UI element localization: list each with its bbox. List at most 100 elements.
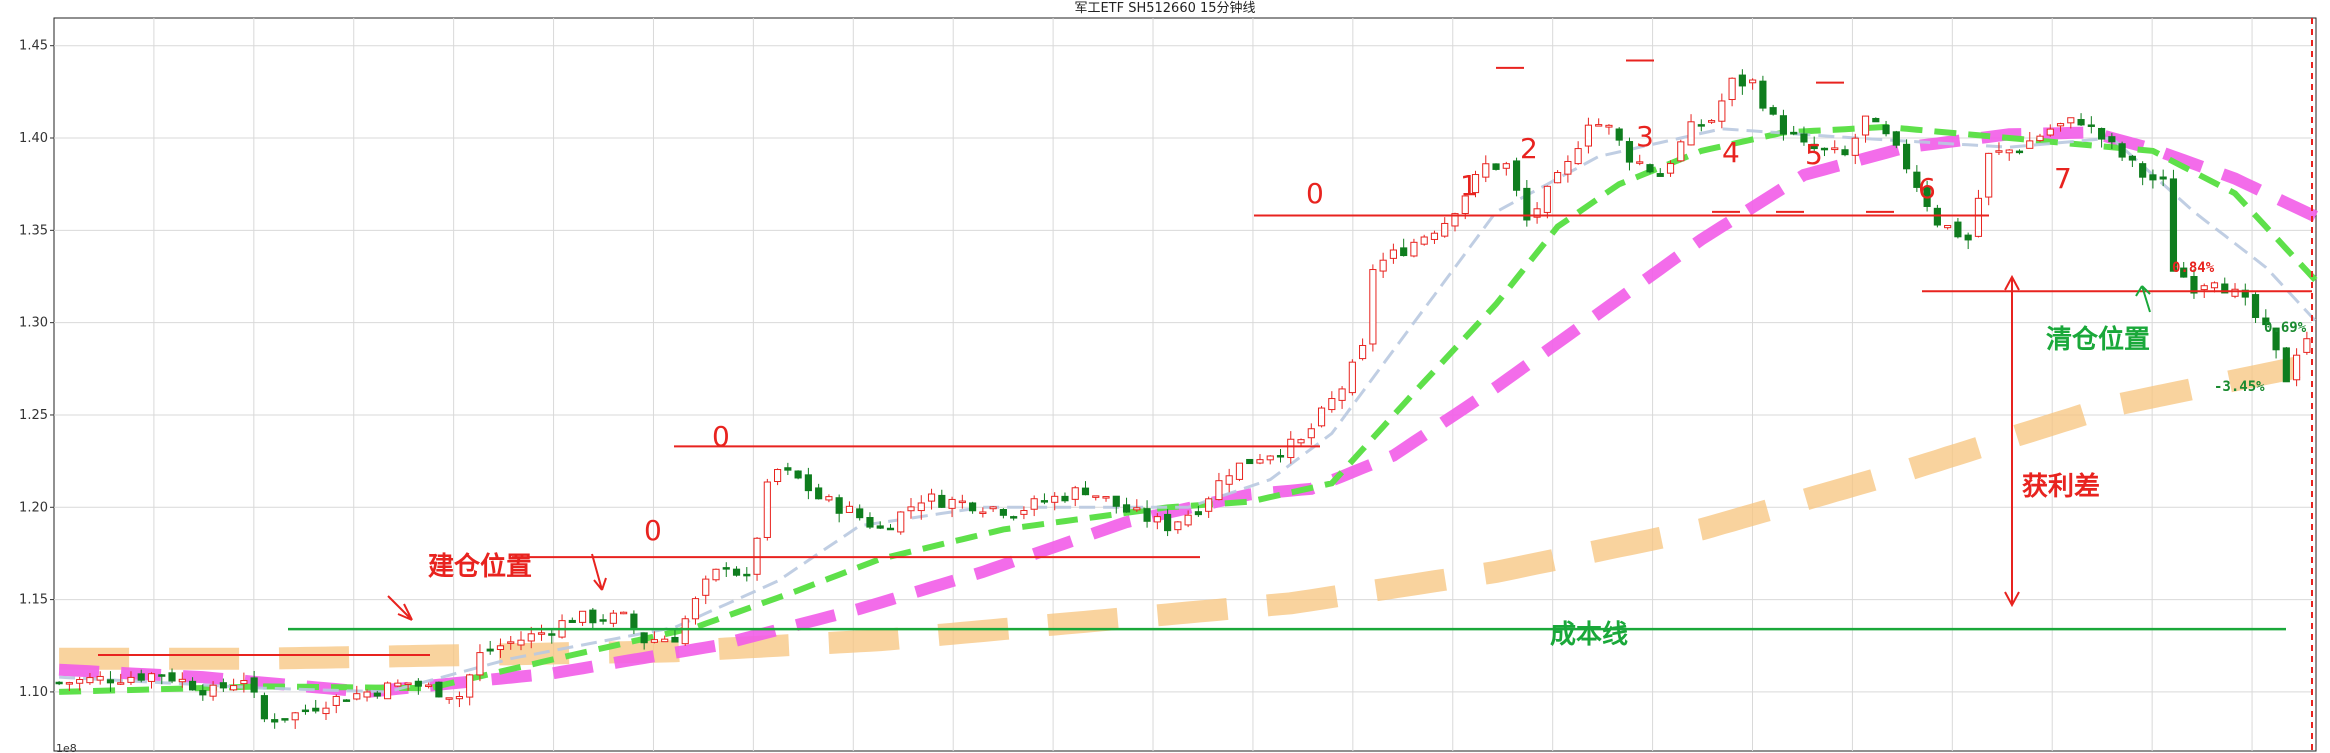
candle-body [188,680,197,691]
candle-body [2180,267,2188,278]
candle-body [2108,136,2116,143]
y-tick-label: 1.40 [19,131,48,146]
candle-body [1841,149,1849,156]
pct-right-label: 0.69% [2264,320,2307,336]
candle-body [1389,249,1397,259]
candle-body [1451,213,1459,227]
candle-body [1492,163,1500,170]
wave-mark-6: 6 [1918,172,1936,205]
candle-body [948,498,956,509]
candle-body [178,678,186,683]
candle-body [722,567,730,570]
chart-title: 军工ETF SH512660 15分钟线 [1074,0,1255,16]
reference-lines [98,59,2312,656]
wave-mark-0a: 0 [644,514,662,547]
ma-line [59,127,2319,694]
candle-body [1287,438,1295,459]
candle-body [1574,148,1582,165]
candle-body [209,684,217,697]
candle-body [2098,127,2106,140]
candle-body [2026,140,2034,149]
candle-body [681,618,689,645]
candle-body [1779,115,1788,135]
candle-body [1420,236,1428,245]
candle-body [230,685,238,691]
candle-body [1872,117,1880,123]
candle-body [1933,207,1941,226]
candle-body [578,610,587,623]
candle-body [517,639,525,646]
candle-body [1369,269,1377,345]
candle-body [2015,150,2024,154]
candle-body [2262,317,2270,326]
candle-body [1482,163,1490,178]
candle-body [1348,361,1356,394]
candle-body [1687,121,1695,146]
candle-body [640,632,648,644]
candle-body [691,598,700,620]
candle-body [1769,107,1777,115]
candle-body [158,674,166,677]
candle-body [1790,131,1798,135]
candle-body [1266,455,1274,461]
candle-body [1164,513,1172,532]
candle-body [609,612,617,624]
y-axis: 1.10 1.15 1.20 1.25 1.30 1.35 1.40 1.45 [19,39,54,700]
candle-body [2282,347,2290,383]
plot-frame [53,17,2317,752]
candle-body [1666,163,1675,174]
candle-body [1728,77,1736,101]
candle-body [1800,133,1808,143]
candle-body [2036,135,2044,142]
candle-body [1235,462,1244,480]
candle-body [1338,388,1346,401]
candle-body [2128,155,2136,161]
candle-body [1995,150,2003,153]
candle-body [1656,173,1664,177]
candle-body [630,613,638,630]
candle-body [825,496,833,501]
candle-body [332,695,340,706]
ma-line [59,352,2320,670]
candle-body [969,502,977,512]
candle-body [527,633,535,642]
candle-body [55,681,63,685]
candles [55,69,2311,729]
candle-body [2221,283,2229,294]
candle-body [271,719,279,723]
candle-body [1430,232,1439,240]
candle-body [743,573,751,577]
candle-body [394,682,402,687]
candle-body [1010,516,1018,519]
candle-body [425,684,433,688]
candle-body [1851,137,1859,156]
y-tick-label: 1.20 [19,500,48,515]
candle-body [147,673,156,682]
candle-body [1153,516,1161,523]
candle-body [322,707,330,715]
candle-body [127,676,135,683]
candle-body [1954,221,1962,238]
candle-body [2272,327,2280,351]
candle-body [1913,171,1921,188]
wave-mark-7: 7 [2054,162,2072,195]
candle-body [383,682,392,700]
candle-body [1892,131,1900,146]
candle-body [1677,141,1685,162]
candle-body [897,511,905,533]
candle-body [1625,141,1634,163]
candle-body [1225,475,1233,485]
y-tick-label: 1.10 [19,685,48,700]
candle-body [804,474,812,492]
candle-body [363,691,371,698]
candle-body [1297,439,1305,444]
candle-body [1071,487,1079,500]
candle-body [65,682,73,685]
candle-body [774,469,782,483]
y-tick-label: 1.45 [19,39,48,54]
candle-body [435,681,443,698]
candle-body [486,648,494,652]
candle-body [907,506,915,512]
y-tick-label: 1.15 [19,593,48,608]
candle-body [1697,124,1705,127]
